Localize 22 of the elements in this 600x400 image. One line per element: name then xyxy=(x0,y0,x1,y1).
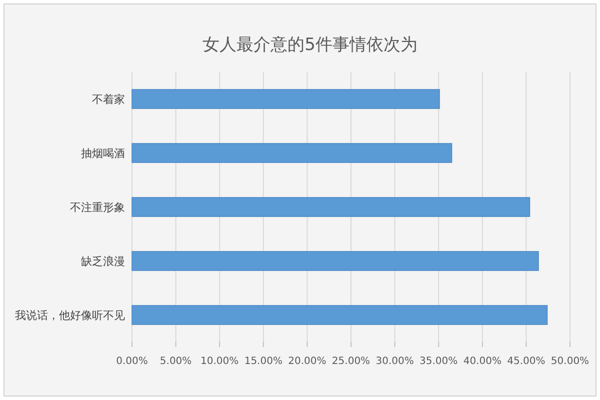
bar xyxy=(132,305,548,325)
bar xyxy=(132,197,530,217)
x-tick-label: 50.00% xyxy=(550,356,590,367)
y-tick-label: 不着家 xyxy=(92,93,125,106)
x-tick-label: 0.00% xyxy=(116,356,148,367)
x-tick-label: 10.00% xyxy=(200,356,239,367)
y-tick-label: 我说话，他好像听不见 xyxy=(15,309,125,322)
bar xyxy=(132,143,452,163)
bar xyxy=(132,251,539,271)
x-tick-label: 20.00% xyxy=(288,356,326,367)
x-tick-label: 5.00% xyxy=(160,356,192,367)
chart-title: 女人最介意的5件事情依次为 xyxy=(202,35,418,55)
x-tick-label: 25.00% xyxy=(332,356,370,367)
bar xyxy=(132,89,440,109)
x-tick-label: 40.00% xyxy=(463,356,502,367)
x-tick-label: 35.00% xyxy=(420,356,458,367)
y-tick-label: 不注重形象 xyxy=(70,201,125,214)
x-tick-label: 30.00% xyxy=(376,356,414,367)
y-tick-label: 缺乏浪漫 xyxy=(81,255,125,268)
y-tick-label: 抽烟喝酒 xyxy=(81,147,125,160)
x-tick-label: 45.00% xyxy=(507,356,546,367)
x-tick-label: 15.00% xyxy=(244,356,282,367)
